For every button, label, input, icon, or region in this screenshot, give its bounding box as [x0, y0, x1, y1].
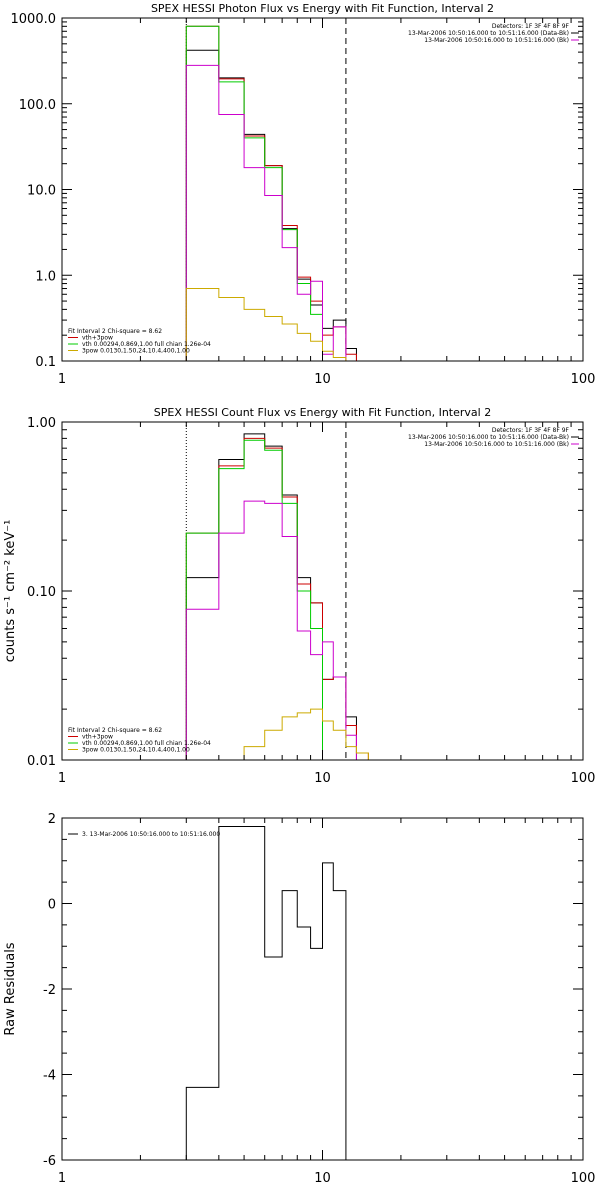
series-0-line: [185, 826, 347, 1160]
y-tick-label: 1.00: [27, 416, 56, 431]
series-0-line: [185, 49, 357, 361]
legend-left-entry: vth 0.00294,0.869,1.00 full chian 1.26e-…: [82, 341, 211, 348]
x-tick-label: 10: [314, 1171, 331, 1186]
y-tick-label: 1000.0: [11, 12, 57, 27]
x-tick-label: 100: [571, 1171, 596, 1186]
chart-title: SPEX HESSI Photon Flux vs Energy with Fi…: [151, 2, 494, 15]
series-4-line: [185, 288, 347, 361]
x-tick-label: 1: [58, 771, 66, 786]
legend-left-entry: 3. 13-Mar-2006 10:50:16.000 to 10:51:16.…: [82, 831, 220, 838]
y-axis-label: Raw Residuals: [3, 942, 18, 1035]
legend-left-entry: Fit Interval 2 Chi-square = 8.62: [68, 328, 162, 335]
panel-residuals: Raw Residuals 1 10 100 -6 -4 -2 0 2 3. 13-Mar-200…: [3, 812, 595, 1186]
series-1-line: [185, 25, 357, 361]
legend-left-entry: 3pow 0.0130,1.50,24,10.4,400,1.00: [82, 348, 190, 355]
panel-photon: SPEX HESSI Photon Flux vs Energy with Fi…: [11, 2, 596, 387]
legend-right-entry: 13-Mar-2006 10:50:16.000 to 10:51:16.000…: [408, 30, 569, 37]
chart-title: SPEX HESSI Count Flux vs Energy with Fit…: [154, 406, 491, 419]
series-2-line: [185, 439, 334, 760]
panel-count: SPEX HESSI Count Flux vs Energy with Fit…: [3, 406, 595, 786]
plot-area: [185, 826, 347, 1160]
x-tick-label: 10: [314, 372, 331, 387]
y-tick-label: 0: [48, 898, 56, 913]
x-tick-label: 1: [58, 1171, 66, 1186]
series-1-line: [185, 437, 369, 760]
plot-area: [185, 18, 357, 361]
series-4-line: [243, 708, 369, 760]
y-tick-label: 10.0: [27, 184, 56, 199]
x-tick-label: 10: [314, 771, 331, 786]
legend-left-entry: vth 0.00294,0.869,1.00 full chian 1.26e-…: [82, 740, 211, 747]
x-tick-label: 100: [571, 372, 596, 387]
legend-right-entry: Detectors: 1F 3F 4F 8F 9F: [492, 23, 570, 30]
y-tick-label: 0.01: [27, 754, 56, 769]
y-axis-label: counts s⁻¹ cm⁻² keV⁻¹: [3, 520, 18, 663]
y-tick-label: 0.1: [35, 355, 56, 370]
y-tick-label: 100.0: [19, 98, 56, 113]
legend-left-entry: 3pow 0.0130,1.50,24,10.4,400,1.00: [82, 747, 190, 754]
legend-left-entry: Fit Interval 2 Chi-square = 8.62: [68, 727, 162, 734]
series-2-line: [185, 25, 334, 361]
series-0-line: [185, 433, 357, 760]
legend-left-entry: vth+3pow: [82, 734, 113, 741]
y-tick-label: 2: [48, 812, 56, 827]
legend-right-entry: 13-Mar-2006 10:50:16.000 to 10:51:16.000…: [424, 441, 569, 448]
legend-left-entry: vth+3pow: [82, 335, 113, 342]
series-3-line: [185, 64, 347, 361]
y-tick-label: -6: [43, 1154, 56, 1169]
legend-right-entry: 13-Mar-2006 10:50:16.000 to 10:51:16.000…: [424, 37, 569, 44]
y-tick-label: -4: [43, 1069, 56, 1084]
x-tick-label: 100: [571, 771, 596, 786]
plot-area: [185, 422, 369, 760]
legend-right-entry: Detectors: 1F 3F 4F 8F 9F: [492, 427, 570, 434]
x-tick-label: 1: [58, 372, 66, 387]
legend-right-entry: 13-Mar-2006 10:50:16.000 to 10:51:16.000…: [408, 434, 569, 441]
y-tick-label: -2: [43, 983, 56, 998]
series-3-line: [185, 500, 369, 760]
y-tick-label: 1.0: [35, 269, 56, 284]
y-tick-label: 0.10: [27, 585, 56, 600]
